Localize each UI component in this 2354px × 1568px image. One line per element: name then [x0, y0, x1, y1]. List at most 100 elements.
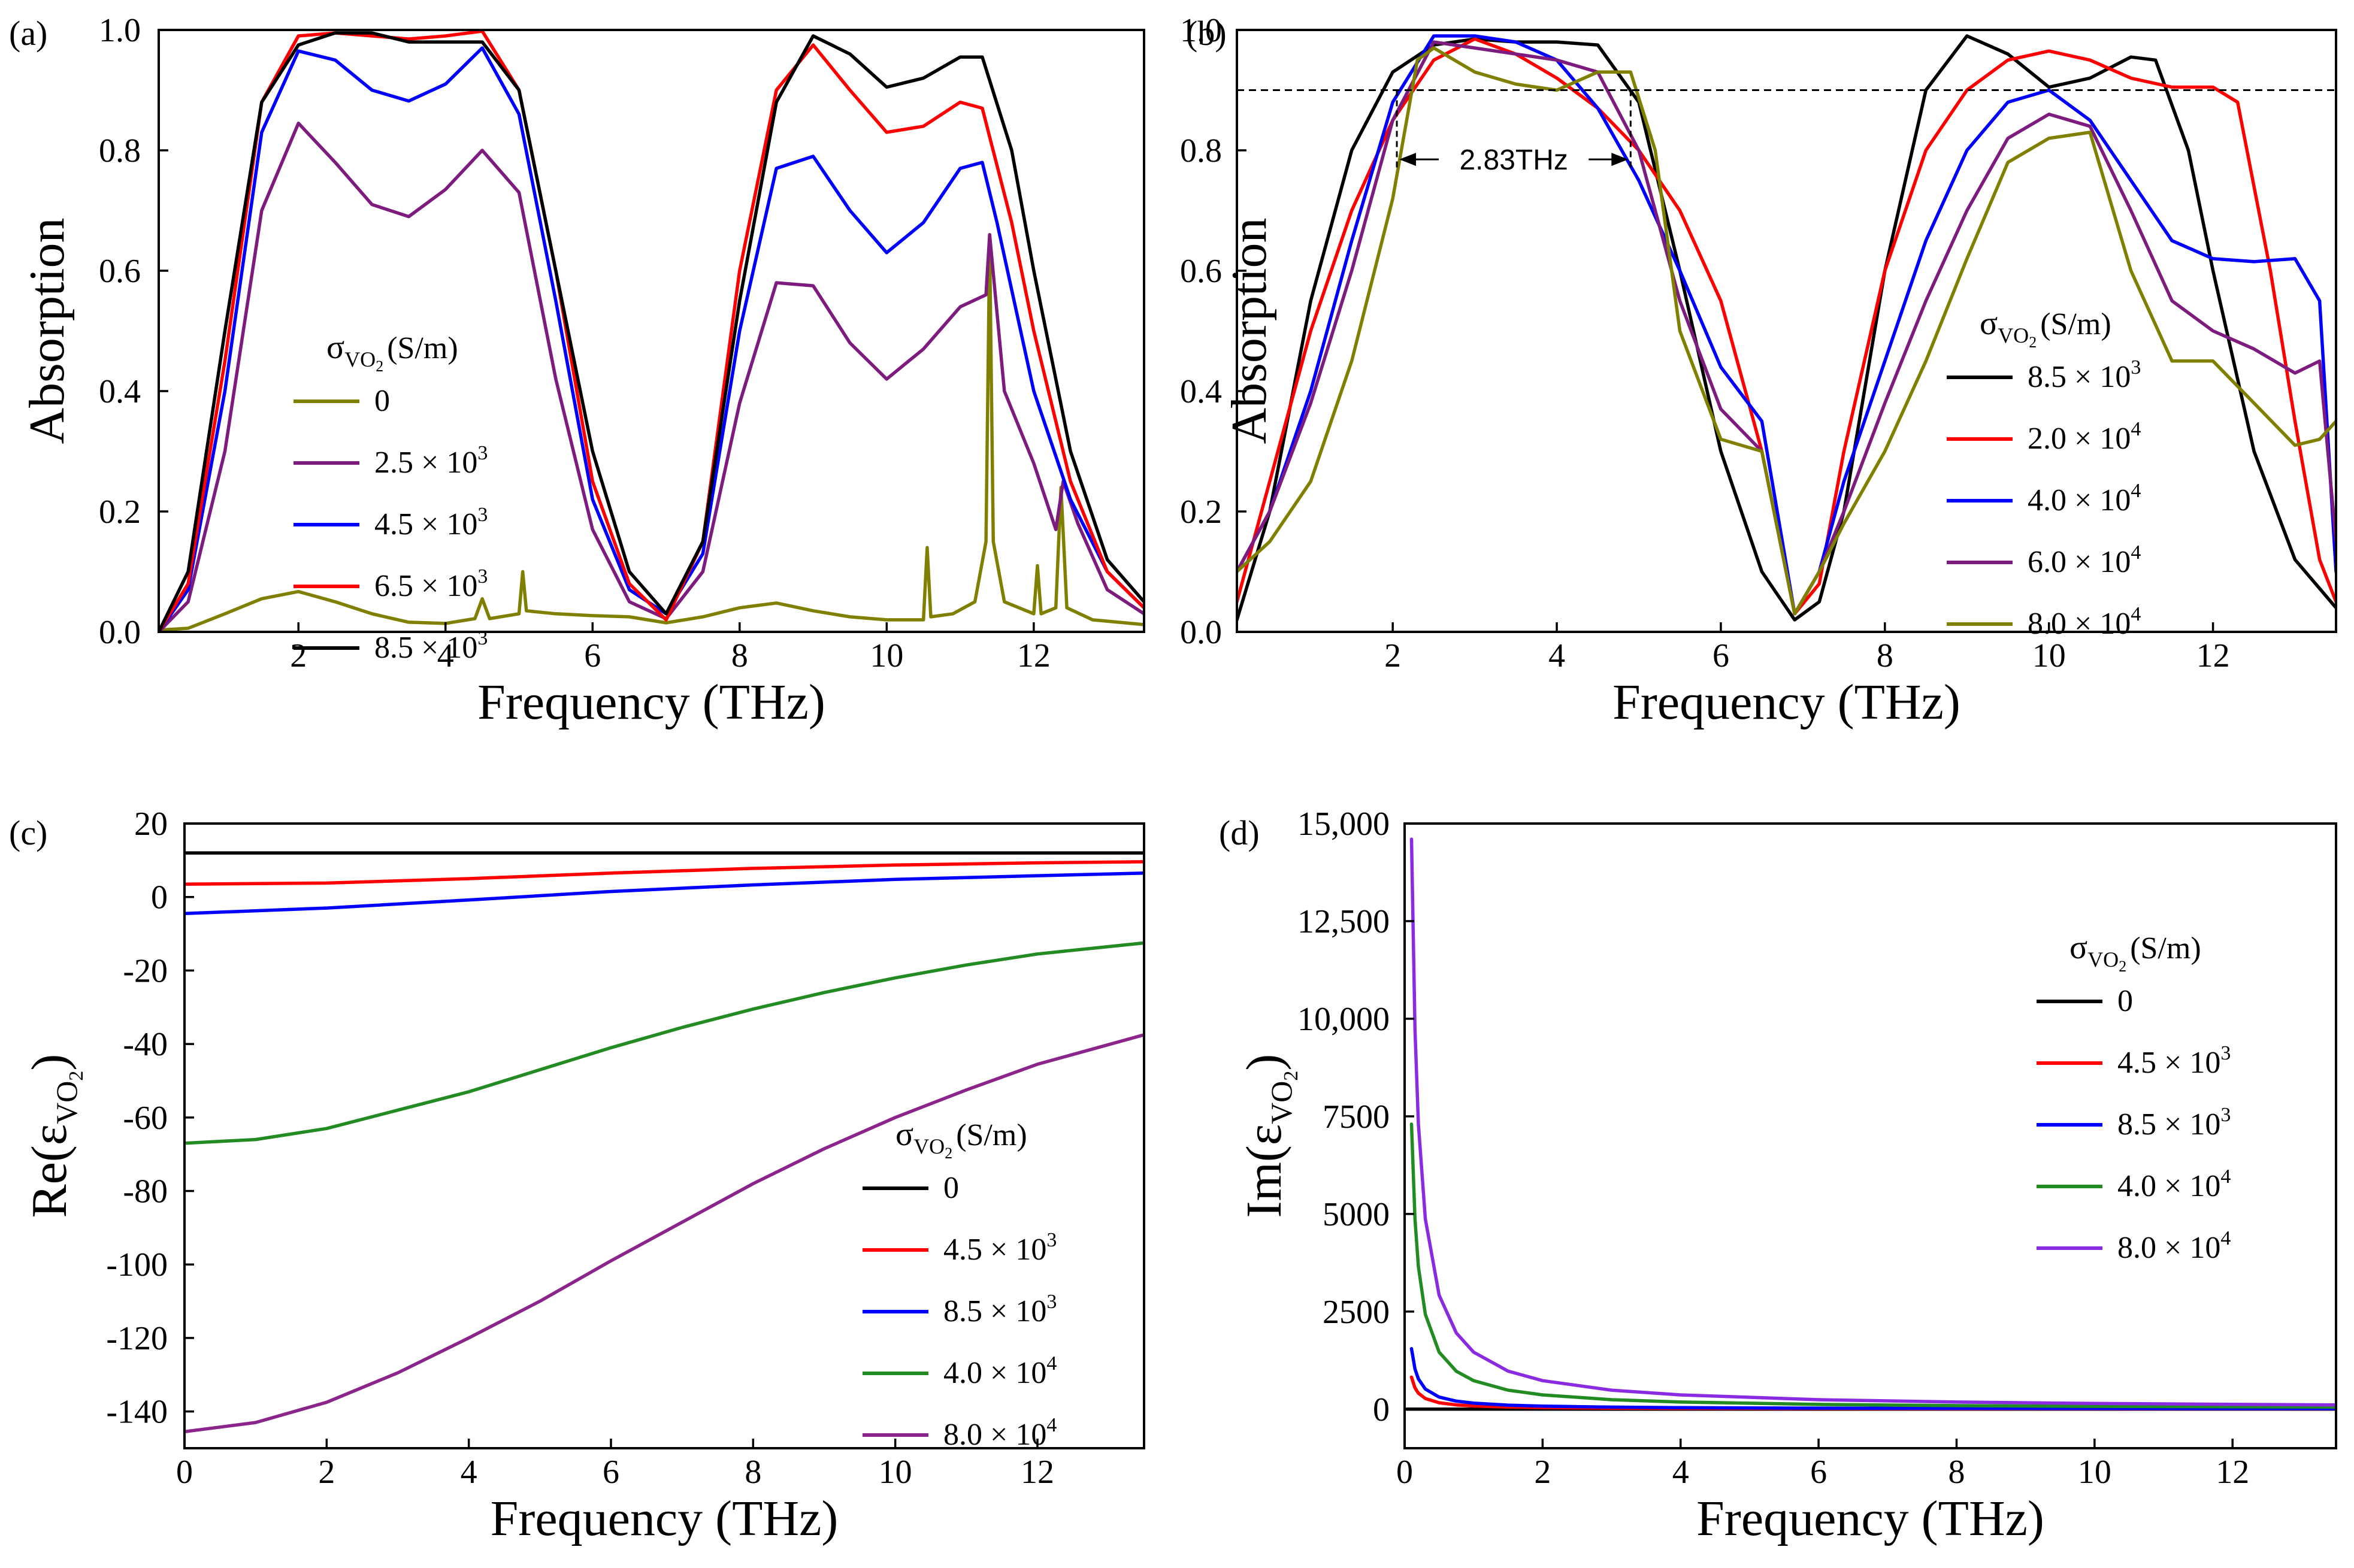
series-line-2 [159, 122, 1144, 632]
panel-label: (a) [9, 14, 47, 53]
legend-entry-mantissa: 4.5 × 10 [943, 1233, 1046, 1267]
legend-title-sub2: 2 [2029, 334, 2037, 351]
legend-title-sigma: σ [2069, 929, 2087, 966]
x-tick-label: 10 [879, 1454, 912, 1491]
legend-title-sub: VO [1998, 323, 2029, 347]
annotation-label: 2.83THz [1459, 144, 1568, 176]
x-tick-label: 10 [870, 637, 903, 674]
y-tick-label: 5000 [1323, 1196, 1390, 1233]
legend-title-sub2: 2 [945, 1145, 952, 1162]
panel-label: (d) [1219, 813, 1260, 852]
legend-title-unit: (S/m) [387, 331, 458, 365]
legend-entry-mantissa: 8.5 × 10 [2028, 360, 2131, 394]
legend-entry-mantissa: 4.0 × 10 [2028, 483, 2131, 517]
legend-entry-4: 6.5 × 103 [374, 565, 488, 603]
series-line-5 [1237, 46, 2336, 616]
legend-entry-5: 8.0 × 104 [2028, 603, 2141, 641]
legend-entry-1: 8.5 × 103 [2028, 356, 2141, 394]
legend-entry-exponent: 4 [2220, 1227, 2231, 1249]
legend-entry-5: 8.5 × 103 [374, 627, 488, 665]
y-tick-label: 0.6 [1180, 253, 1222, 290]
x-tick-label: 2 [290, 637, 307, 674]
y-axis-label-main: Re(ε [22, 1124, 77, 1218]
legend-entry-mantissa: 8.5 × 10 [943, 1294, 1046, 1328]
legend-entry-exponent: 3 [1046, 1229, 1057, 1251]
legend-entry-exponent: 4 [2131, 603, 2141, 625]
legend-entry-1: 0 [374, 384, 390, 418]
plot-frame [158, 29, 1145, 633]
legend-title-sub: VO [344, 347, 376, 371]
legend-title-sigma: σ [895, 1116, 913, 1153]
legend-entry-5: 8.0 × 104 [943, 1414, 1057, 1452]
y-tick-label: 12,500 [1297, 903, 1390, 940]
y-axis-label-sub: VO [50, 1081, 83, 1124]
chart-panel-2: 2.83THz 2 4 6 8 10 12 0.0 0.2 0.4 0.6 0.8 1.0 Frequen… [1180, 12, 2337, 730]
legend-entry-3: 8.5 × 103 [943, 1291, 1057, 1328]
legend-entry-2: 2.0 × 104 [2028, 418, 2141, 456]
y-tick-label: 0.4 [99, 373, 141, 410]
x-tick-label: 12 [1017, 637, 1051, 674]
legend-entry-mantissa: 2.5 × 10 [374, 446, 477, 480]
series-line-4 [159, 30, 1144, 632]
series-line-3 [1237, 34, 2336, 616]
plot-frame [1403, 822, 2337, 1449]
series-line-4 [1409, 1122, 2336, 1409]
series-line-4 [1237, 40, 2336, 616]
series-group [1237, 34, 2336, 622]
y-tick-label: 0.6 [99, 253, 141, 290]
legend-entry-5: 8.0 × 104 [2117, 1227, 2231, 1265]
y-axis-label-close: ) [1236, 1054, 1292, 1071]
y-tick-label: -60 [123, 1100, 168, 1137]
x-tick-label: 6 [603, 1454, 619, 1491]
legend-title-unit: (S/m) [2040, 307, 2111, 341]
series-group [184, 851, 1144, 1434]
legend-entry-exponent: 3 [1046, 1291, 1057, 1313]
series-group [1405, 837, 2336, 1411]
x-axis-label: Frequency (THz) [1612, 674, 1960, 730]
annotation-left-arrow [1399, 153, 1417, 167]
y-tick-label: 15,000 [1297, 806, 1390, 843]
x-tick-label: 8 [1877, 637, 1893, 674]
x-tick-label: 10 [2078, 1454, 2111, 1491]
y-axis-label-sub2: 2 [65, 1071, 87, 1081]
legend-entry-mantissa: 4.0 × 10 [2117, 1169, 2220, 1203]
y-tick-label: -80 [123, 1173, 168, 1210]
series-line-1 [159, 239, 1144, 632]
legend-entry-exponent: 4 [2220, 1166, 2231, 1188]
x-tick-label: 8 [745, 1454, 761, 1491]
x-tick-label: 2 [1534, 1454, 1551, 1491]
legend-entry-4: 6.0 × 104 [2028, 541, 2141, 579]
y-tick-label: 0.8 [1180, 132, 1222, 169]
series-line-4 [184, 941, 1144, 1145]
series-line-5 [1409, 837, 2336, 1407]
y-tick-label: 0.4 [1180, 373, 1222, 410]
legend-entry-mantissa: 4.5 × 10 [374, 507, 477, 541]
legend-entry-exponent: 3 [477, 442, 488, 464]
x-axis-label: Frequency (THz) [1696, 1491, 2044, 1546]
y-tick-label: -140 [106, 1394, 168, 1431]
y-axis-label: Absorption [19, 218, 75, 444]
legend-entry-3: 4.0 × 104 [2028, 480, 2141, 517]
x-tick-label: 12 [2196, 637, 2230, 674]
legend-title-sub: VO [913, 1134, 945, 1158]
x-tick-label: 4 [1672, 1454, 1689, 1491]
chart-panel-3: 0 2 4 6 8 10 12-140-120-100-80-60-40-20020Freq… [9, 806, 1145, 1546]
y-axis-label-close: ) [22, 1054, 77, 1071]
plot-frame [183, 822, 1145, 1449]
legend-entry-2: 2.5 × 103 [374, 442, 488, 480]
legend-title-sigma: σ [1980, 305, 1998, 342]
y-axis-label-sub2: 2 [1280, 1071, 1302, 1081]
x-tick-label: 12 [2216, 1454, 2249, 1491]
y-tick-label: -40 [123, 1026, 168, 1063]
legend-title: σVO2(S/m) [1980, 305, 2111, 351]
legend-entry-exponent: 4 [1046, 1352, 1057, 1375]
legend-entry-exponent: 3 [477, 565, 488, 588]
y-tick-label: 7500 [1323, 1098, 1390, 1136]
legend-entry-4: 4.0 × 104 [2117, 1166, 2231, 1203]
x-tick-label: 8 [1948, 1454, 1965, 1491]
legend-entry-exponent: 3 [2131, 356, 2141, 379]
x-axis-label: Frequency (THz) [477, 674, 825, 730]
legend-entry-1: 0 [2117, 984, 2133, 1018]
legend-title: σVO2(S/m) [326, 329, 458, 375]
